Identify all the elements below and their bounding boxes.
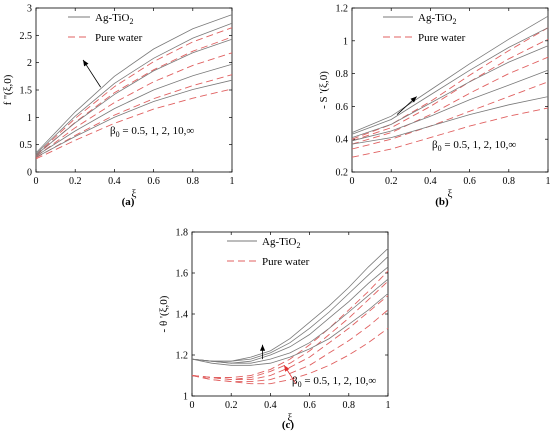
- legend: Ag-TiO2 Pure water: [383, 12, 466, 44]
- legend-label-text: Ag-TiO: [95, 12, 129, 24]
- y-tick-label: 1.4: [176, 310, 189, 321]
- y-tick-label: 0.2: [336, 168, 349, 179]
- series-line-pure-water: [352, 28, 548, 140]
- x-tick-label: 0: [34, 176, 39, 187]
- y-tick-label: 0.6: [336, 102, 349, 113]
- x-tick-label: 0.8: [187, 176, 200, 187]
- y-tick-label: 3: [27, 4, 32, 15]
- y-axis-label: - S '(ξ,0): [318, 71, 330, 109]
- x-tick-label: 0.4: [264, 400, 277, 411]
- legend: Ag-TiO2 Pure water: [227, 236, 310, 268]
- y-tick-label: 1.2: [176, 351, 189, 362]
- panel-caption: (a): [122, 196, 135, 208]
- annotation-values: = 0.5, 1, 2, 10,∞: [120, 125, 195, 137]
- annotation-values: = 0.5, 1, 2, 10,∞: [442, 139, 517, 151]
- x-tick-label: 0.2: [69, 176, 82, 187]
- panel-caption: (c): [282, 419, 295, 431]
- series-line-ag-tio2: [36, 80, 232, 157]
- y-tick-label: 1.6: [176, 269, 189, 280]
- direction-arrow-head: [260, 345, 265, 351]
- series-line-pure-water: [192, 310, 388, 382]
- parameter-annotation: β0 = 0.5, 1, 2, 10,∞: [432, 139, 516, 153]
- y-axis-label: - θ '(ξ,0): [158, 295, 170, 332]
- series-line-pure-water: [192, 296, 388, 380]
- legend-label: Ag-TiO2: [95, 12, 133, 26]
- x-tick-label: 1: [230, 176, 235, 187]
- x-tick-label: 0.6: [147, 176, 160, 187]
- series-line-pure-water: [352, 39, 548, 141]
- x-tick-label: 0.2: [385, 176, 398, 187]
- x-tick-label: 0.8: [503, 176, 516, 187]
- legend-label-text: Ag-TiO: [262, 236, 296, 248]
- legend-label-text: Pure water: [418, 32, 466, 44]
- legend-label-subscript: 2: [296, 241, 300, 250]
- parameter-annotation: β0 = 0.5, 1, 2, 10,∞: [110, 125, 194, 139]
- y-tick-label: 1: [27, 113, 32, 124]
- legend-label-text: Pure water: [262, 256, 310, 268]
- x-tick-label: 1: [386, 400, 391, 411]
- x-tick-label: 1: [546, 176, 550, 187]
- panel-caption: (b): [435, 196, 449, 208]
- legend-label-subscript: 2: [129, 17, 133, 26]
- y-tick-label: 0.5: [20, 140, 33, 151]
- legend-label-subscript: 2: [452, 17, 456, 26]
- x-tick-label: 0.6: [303, 400, 316, 411]
- series-line-ag-tio2: [192, 267, 388, 363]
- y-tick-label: 0.8: [336, 69, 349, 80]
- annotation-values: = 0.5, 1, 2, 10,∞: [302, 375, 377, 387]
- y-tick-label: 1: [343, 36, 348, 47]
- y-tick-label: 1: [183, 392, 188, 403]
- y-tick-label: 0.4: [336, 135, 349, 146]
- series-line-pure-water: [352, 57, 548, 144]
- series-line-pure-water: [192, 281, 388, 379]
- legend: Ag-TiO2 Pure water: [68, 12, 143, 44]
- series-line-ag-tio2: [36, 64, 232, 156]
- x-tick-label: 0.2: [225, 400, 238, 411]
- y-tick-label: 2: [27, 58, 32, 69]
- y-tick-label: 0: [27, 168, 32, 179]
- legend-label: Pure water: [262, 256, 310, 268]
- legend-label-text: Ag-TiO: [418, 12, 452, 24]
- legend-label: Pure water: [418, 32, 466, 44]
- x-tick-label: 0: [190, 400, 195, 411]
- y-tick-label: 2.5: [20, 31, 33, 42]
- series-line-ag-tio2: [352, 46, 548, 138]
- y-tick-label: 1.2: [336, 4, 349, 15]
- legend-label: Ag-TiO2: [418, 12, 456, 26]
- x-tick-label: 0.4: [108, 176, 121, 187]
- series-line-ag-tio2: [192, 279, 388, 363]
- x-tick-label: 0.8: [343, 400, 356, 411]
- legend-label: Pure water: [95, 32, 143, 44]
- series-line-ag-tio2: [352, 70, 548, 141]
- x-tick-label: 0.6: [463, 176, 476, 187]
- x-tick-label: 0.4: [424, 176, 437, 187]
- y-tick-label: 1.8: [176, 228, 189, 239]
- parameter-annotation: β0 = 0.5, 1, 2, 10,∞: [292, 375, 376, 389]
- legend-label-text: Pure water: [95, 32, 143, 44]
- x-tick-label: 0: [350, 176, 355, 187]
- y-tick-label: 1.5: [20, 86, 33, 97]
- direction-arrow-head: [284, 365, 289, 371]
- y-axis-label: f ''(ξ,0): [2, 74, 14, 105]
- direction-arrow-head: [83, 60, 88, 66]
- legend-label: Ag-TiO2: [262, 236, 300, 250]
